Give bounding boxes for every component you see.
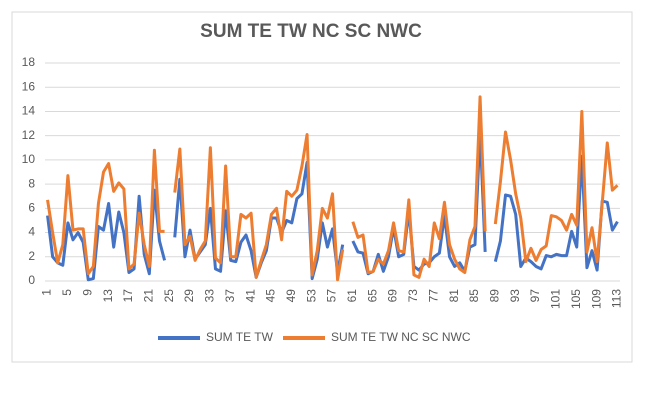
x-tick-label: 1 <box>40 289 54 296</box>
y-tick-label: 0 <box>28 273 35 287</box>
legend-label: SUM TE TW NC SC NWC <box>331 330 471 344</box>
x-tick-label: 21 <box>141 289 155 303</box>
y-tick-label: 12 <box>22 128 36 142</box>
x-tick-label: 97 <box>528 289 542 303</box>
x-tick-label: 25 <box>162 289 176 303</box>
chart-frame <box>11 11 633 363</box>
y-tick-label: 6 <box>28 201 35 215</box>
y-tick-label: 16 <box>22 79 36 93</box>
x-tick-label: 9 <box>80 289 94 296</box>
x-tick-label: 37 <box>223 289 237 303</box>
x-tick-label: 57 <box>325 289 339 303</box>
x-tick-label: 29 <box>182 289 196 303</box>
x-tick-label: 41 <box>243 289 257 303</box>
x-tick-label: 45 <box>264 289 278 303</box>
y-tick-label: 14 <box>22 104 36 118</box>
x-tick-label: 5 <box>60 289 74 296</box>
x-tick-label: 69 <box>386 289 400 303</box>
x-tick-label: 65 <box>365 289 379 303</box>
x-tick-label: 61 <box>345 289 359 303</box>
y-tick-label: 8 <box>28 176 35 190</box>
x-tick-label: 73 <box>406 289 420 303</box>
x-tick-label: 33 <box>203 289 217 303</box>
x-tick-label: 17 <box>121 289 135 303</box>
x-tick-label: 105 <box>569 289 583 309</box>
x-tick-label: 101 <box>549 289 563 309</box>
x-tick-label: 77 <box>426 289 440 303</box>
x-tick-label: 113 <box>610 289 624 308</box>
y-tick-label: 4 <box>28 225 35 239</box>
y-tick-label: 18 <box>22 55 36 69</box>
x-tick-label: 93 <box>508 289 522 303</box>
x-tick-label: 53 <box>304 289 318 303</box>
x-tick-label: 13 <box>101 289 115 303</box>
x-tick-label: 81 <box>447 289 461 303</box>
chart-title: SUM TE TW NC SC NWC <box>200 21 422 42</box>
data-line <box>46 95 619 282</box>
y-tick-label: 2 <box>28 249 35 263</box>
x-tick-label: 89 <box>488 289 502 303</box>
x-tick-label: 49 <box>284 289 298 303</box>
y-tick-label: 10 <box>22 152 36 166</box>
legend-label: SUM TE TW <box>206 330 274 344</box>
x-tick-label: 85 <box>467 289 481 303</box>
x-tick-label: 109 <box>589 289 603 309</box>
